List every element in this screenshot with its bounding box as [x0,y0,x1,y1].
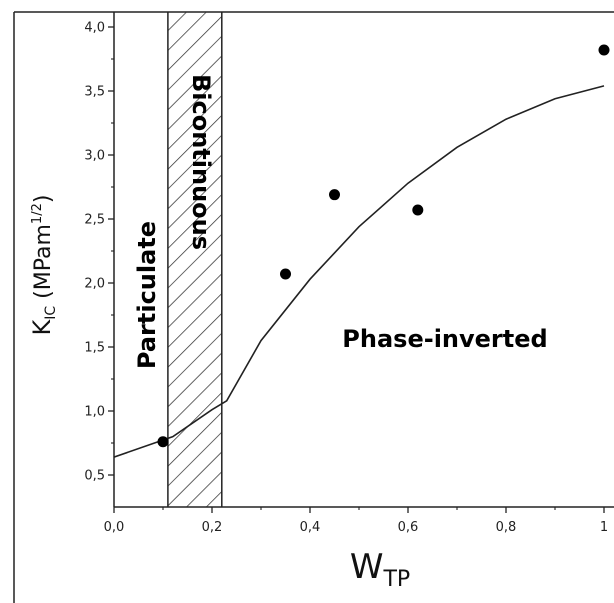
y-tick-label: 3,0 [84,149,105,164]
y-axis-title-unit: (MPam [31,224,56,306]
y-tick-label: 4,0 [84,21,105,36]
x-axis-title-main: W [350,547,384,587]
y-tick-label: 2,5 [84,213,105,228]
fit-curve [114,85,605,458]
x-tick-label: 0,0 [104,520,125,535]
x-axis-title-sub: TP [382,567,410,592]
annotation-particulate: Particulate [133,221,161,369]
x-axis-title: WTP [350,547,410,592]
y-axis-title-sub: IC [43,306,59,320]
data-point [598,44,610,56]
annotation-phase-inverted: Phase-inverted [342,325,547,353]
curve-layer [114,85,605,458]
data-point [280,268,291,280]
y-tick-label: 1,5 [84,341,105,356]
y-axis-title-main: K [28,318,56,335]
data-point [412,204,424,216]
y-axis-title: KIC (MPam1/2) [28,195,59,336]
shaded-region-layer [167,12,223,507]
data-point [329,189,340,201]
x-tick-label: 0,2 [202,520,223,535]
y-tick-label: 0,5 [84,469,105,484]
y-tick-label: 2,0 [84,277,105,292]
y-tick-label: 1,0 [84,405,105,420]
y-tick-label: 3,5 [84,85,105,100]
bicontinuous-band [167,12,222,507]
x-tick-label: 0,8 [496,520,517,535]
points-layer [157,44,610,448]
annotation-bicontinuous: Bicontinuous [187,74,215,250]
x-tick-label: 0,4 [300,520,321,535]
y-axis-title-sup: 1/2 [30,203,45,224]
y-axis-title-close: ) [31,195,56,204]
x-tick-label: 0,6 [398,520,419,535]
ticks-layer: 0,0 0,2 0,4 0,6 0,8 1 0,5 1,0 1,5 2,0 2,5 3,0 3,5 4,0 [84,21,608,536]
x-tick-label: 1 [600,520,608,535]
data-point [157,436,169,448]
